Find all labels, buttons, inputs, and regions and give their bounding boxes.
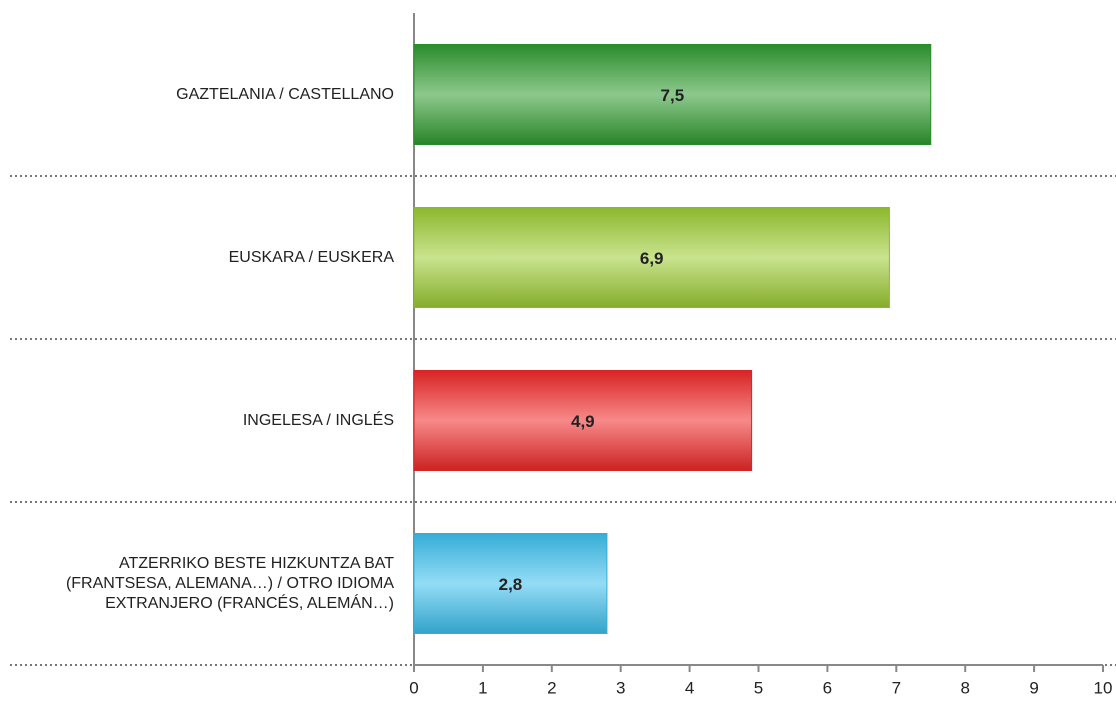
value-label: 7,5 xyxy=(661,86,685,105)
y-tick-label: INGELESA / INGLÉS xyxy=(242,411,394,429)
value-label: 2,8 xyxy=(499,575,523,594)
value-label: 6,9 xyxy=(640,249,664,268)
x-tick-label: 6 xyxy=(823,678,832,697)
x-tick-label: 3 xyxy=(616,678,625,697)
x-tick-label: 7 xyxy=(892,678,901,697)
x-tick-label: 9 xyxy=(1029,678,1038,697)
x-tick-label: 8 xyxy=(960,678,969,697)
y-tick-label: GAZTELANIA / CASTELLANO xyxy=(176,85,394,103)
x-tick-label: 4 xyxy=(685,678,694,697)
value-label: 4,9 xyxy=(571,412,595,431)
bar xyxy=(413,207,890,308)
x-tick-label: 10 xyxy=(1094,678,1113,697)
y-tick-label: ATZERRIKO BESTE HIZKUNTZA BAT (FRANTSESA… xyxy=(65,554,394,612)
bar xyxy=(413,44,932,145)
bar xyxy=(413,370,753,471)
y-tick-label: EUSKARA / EUSKERA xyxy=(228,248,394,266)
x-tick-label: 2 xyxy=(547,678,556,697)
bar xyxy=(413,533,608,634)
x-tick-label: 5 xyxy=(754,678,763,697)
x-tick-label: 1 xyxy=(478,678,487,697)
x-tick-label: 0 xyxy=(409,678,418,697)
